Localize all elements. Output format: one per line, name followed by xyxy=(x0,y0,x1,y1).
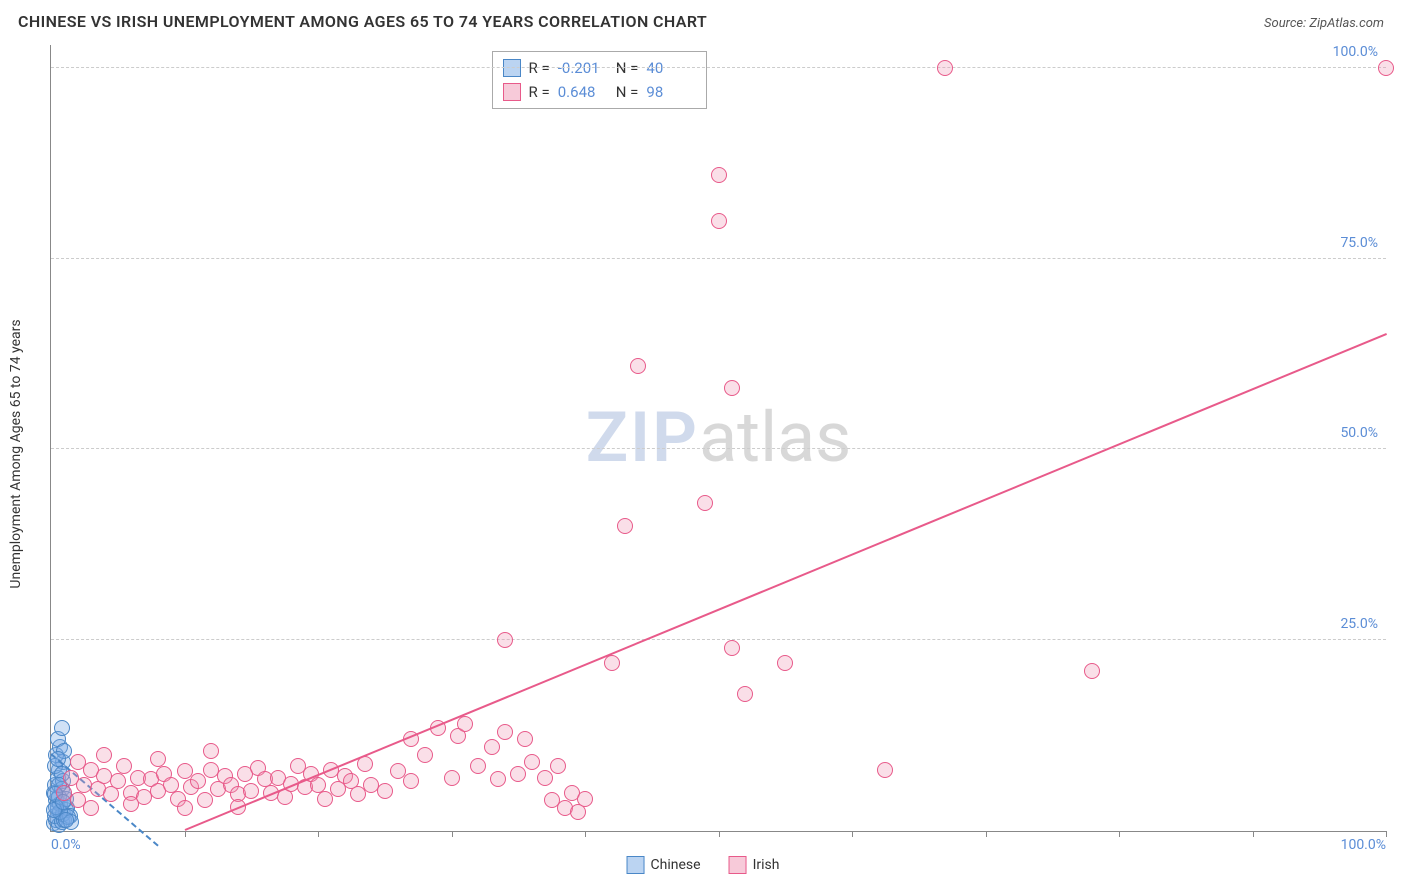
stats-row: R = 0.648 N = 98 xyxy=(503,80,697,104)
y-tick-label: 75.0% xyxy=(1340,235,1378,251)
r-value: -0.201 xyxy=(558,56,608,80)
y-axis-label: Unemployment Among Ages 65 to 74 years xyxy=(8,319,24,588)
data-point xyxy=(123,796,139,812)
y-tick-label: 50.0% xyxy=(1340,425,1378,441)
n-value: 40 xyxy=(646,56,696,80)
data-point xyxy=(617,518,633,534)
x-tick-label: 0.0% xyxy=(51,837,81,853)
data-point xyxy=(510,766,526,782)
data-point xyxy=(190,773,206,789)
data-point xyxy=(724,640,740,656)
data-point xyxy=(484,739,500,755)
x-tick-label: 100.0% xyxy=(1341,837,1386,853)
watermark: ZIPatlas xyxy=(586,397,852,479)
data-point xyxy=(517,731,533,747)
data-point xyxy=(1084,663,1100,679)
data-point xyxy=(711,167,727,183)
x-tick-mark xyxy=(986,831,987,837)
data-point xyxy=(377,783,393,799)
data-point xyxy=(83,800,99,816)
data-point xyxy=(444,770,460,786)
legend-swatch xyxy=(627,856,645,874)
data-point xyxy=(96,747,112,763)
n-label: N = xyxy=(616,80,639,104)
trend-line xyxy=(184,333,1386,831)
r-label: R = xyxy=(529,80,550,104)
data-point xyxy=(197,792,213,808)
legend-item: Chinese xyxy=(627,856,701,874)
legend-label: Irish xyxy=(753,857,780,873)
gridline xyxy=(51,258,1386,259)
watermark-zip: ZIP xyxy=(586,397,699,479)
data-point xyxy=(497,724,513,740)
data-point xyxy=(58,812,74,828)
data-point xyxy=(1378,60,1394,76)
x-tick-mark xyxy=(185,831,186,837)
data-point xyxy=(697,495,713,511)
legend-item: Irish xyxy=(729,856,780,874)
data-point xyxy=(116,758,132,774)
data-point xyxy=(203,743,219,759)
n-value: 98 xyxy=(646,80,696,104)
data-point xyxy=(317,791,333,807)
x-tick-mark xyxy=(1386,831,1387,837)
x-tick-mark xyxy=(585,831,586,837)
data-point xyxy=(577,791,593,807)
data-point xyxy=(243,783,259,799)
data-point xyxy=(150,751,166,767)
data-point xyxy=(537,770,553,786)
y-tick-label: 100.0% xyxy=(1333,44,1378,60)
x-tick-mark xyxy=(452,831,453,837)
x-tick-mark xyxy=(719,831,720,837)
r-label: R = xyxy=(529,56,550,80)
data-point xyxy=(877,762,893,778)
data-point xyxy=(604,655,620,671)
data-point xyxy=(403,773,419,789)
series-swatch xyxy=(503,83,521,101)
data-point xyxy=(54,720,70,736)
data-point xyxy=(724,380,740,396)
data-point xyxy=(177,800,193,816)
x-tick-mark xyxy=(852,831,853,837)
chart-header: CHINESE VS IRISH UNEMPLOYMENT AMONG AGES… xyxy=(0,0,1406,37)
data-point xyxy=(737,686,753,702)
gridline xyxy=(51,67,1386,68)
data-point xyxy=(630,358,646,374)
data-point xyxy=(457,716,473,732)
x-tick-mark xyxy=(1119,831,1120,837)
x-tick-mark xyxy=(318,831,319,837)
legend-label: Chinese xyxy=(651,857,701,873)
data-point xyxy=(937,60,953,76)
stats-row: R = -0.201 N = 40 xyxy=(503,56,697,80)
data-point xyxy=(711,213,727,229)
data-point xyxy=(550,758,566,774)
gridline xyxy=(51,639,1386,640)
watermark-atlas: atlas xyxy=(699,397,851,479)
data-point xyxy=(777,655,793,671)
data-point xyxy=(470,758,486,774)
correlation-stats-box: R = -0.201 N = 40 R = 0.648 N = 98 xyxy=(492,51,708,109)
legend-swatch xyxy=(729,856,747,874)
y-tick-label: 25.0% xyxy=(1340,616,1378,632)
gridline xyxy=(51,448,1386,449)
data-point xyxy=(524,754,540,770)
n-label: N = xyxy=(616,56,639,80)
data-point xyxy=(490,771,506,787)
chart-legend: Chinese Irish xyxy=(627,856,780,874)
data-point xyxy=(110,773,126,789)
data-point xyxy=(497,632,513,648)
x-tick-mark xyxy=(1253,831,1254,837)
source-attribution: Source: ZipAtlas.com xyxy=(1264,16,1384,31)
chart-title: CHINESE VS IRISH UNEMPLOYMENT AMONG AGES… xyxy=(18,12,707,31)
series-swatch xyxy=(503,59,521,77)
data-point xyxy=(70,754,86,770)
data-point xyxy=(417,747,433,763)
scatter-chart: ZIPatlas R = -0.201 N = 40 R = 0.648 N = 98 25.… xyxy=(50,45,1386,832)
r-value: 0.648 xyxy=(558,80,608,104)
